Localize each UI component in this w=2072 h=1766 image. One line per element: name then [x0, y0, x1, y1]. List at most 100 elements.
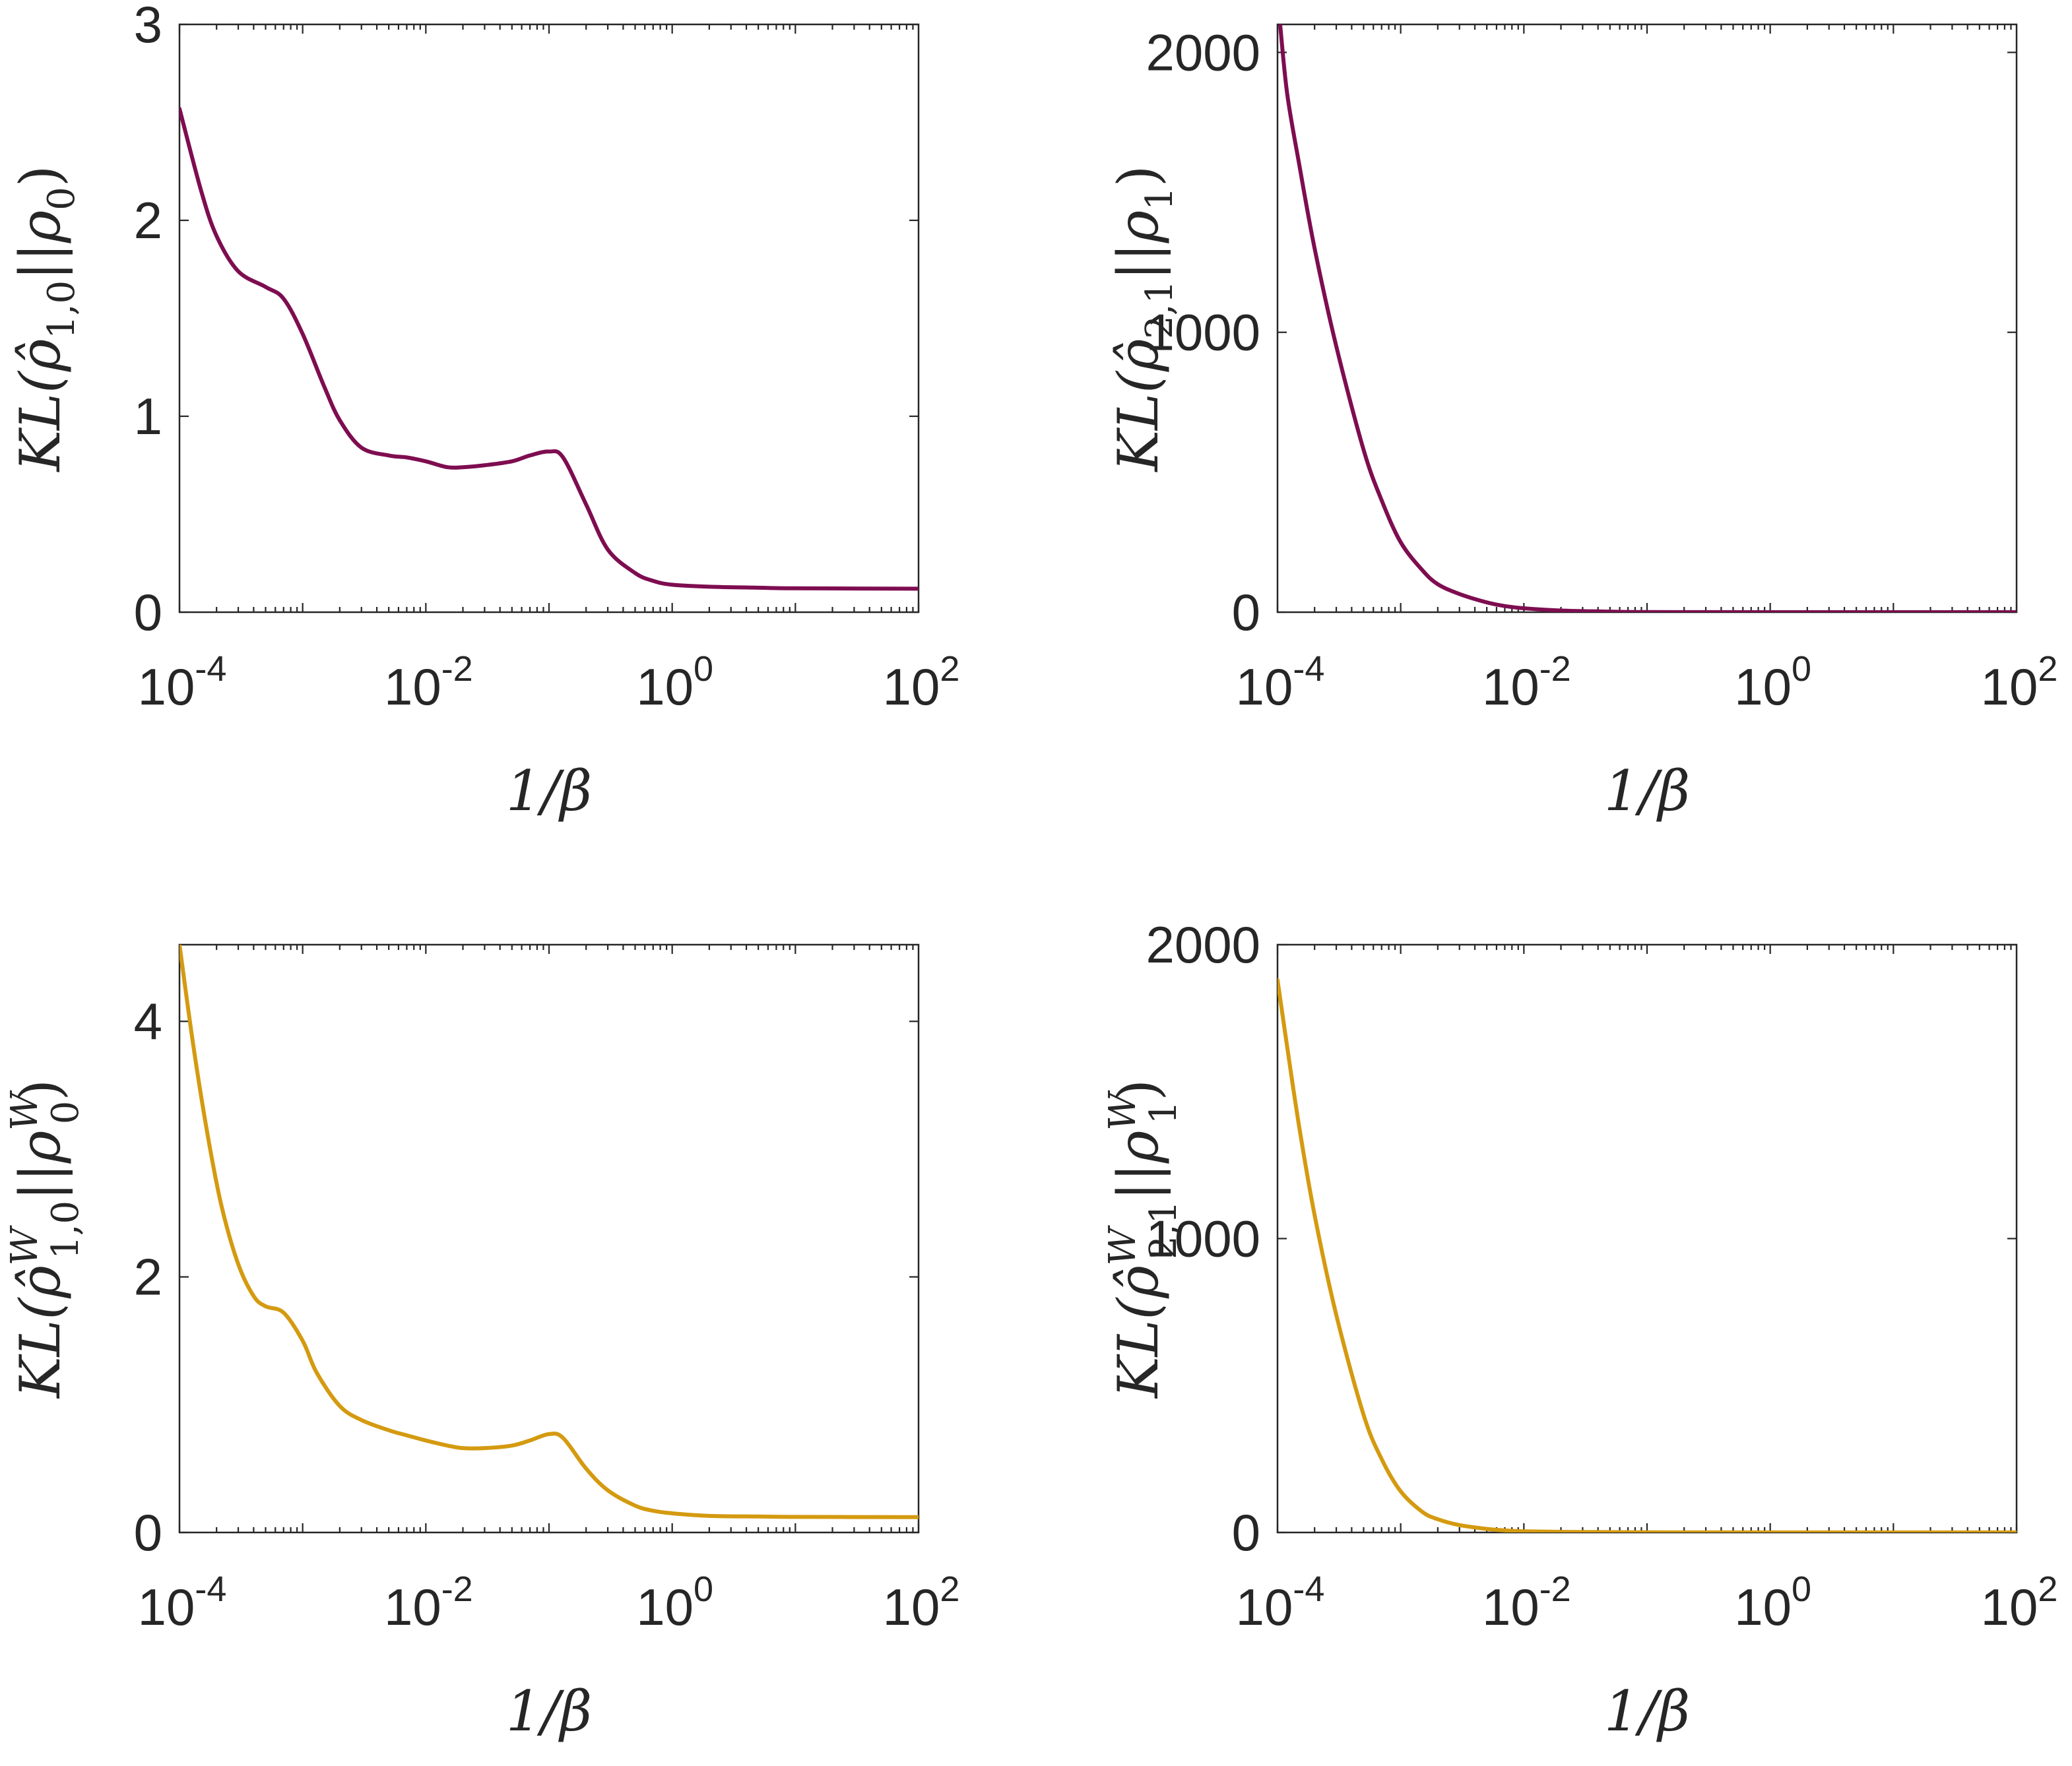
y-title-suffix: ) [1106, 1079, 1171, 1101]
y-title-suffix: ) [1106, 165, 1171, 187]
plot-frame [1276, 943, 2018, 1534]
x-tick-label: 10-2 [384, 1569, 473, 1636]
plot-frame [178, 23, 920, 614]
y-title-sup2: W [1101, 1090, 1144, 1131]
y-axis-title: KL(ρ̂1,0||ρ0) [8, 165, 83, 472]
y-tick-label: 1000 [1146, 1210, 1260, 1268]
series-line [1278, 24, 2017, 612]
y-tick-label: 1 [134, 387, 162, 445]
y-title-sub2: 1 [1142, 1101, 1185, 1125]
y-title-symbol: ρ̂ [8, 1265, 73, 1298]
y-title-symbol: ρ̂ [1106, 339, 1171, 372]
x-tick-base: 10 [1482, 1578, 1539, 1636]
y-tick-label: 0 [1232, 1503, 1260, 1561]
y-title-sub2: 0 [40, 187, 83, 210]
x-tick-base: 10 [138, 658, 195, 716]
y-title-prefix: KL( [8, 370, 73, 473]
x-tick-label: 10-2 [1482, 649, 1571, 716]
x-tick-label: 102 [1981, 649, 2058, 716]
y-tick-label: 1000 [1146, 303, 1260, 362]
y-title-sub: 1,0 [40, 280, 83, 339]
y-tick-label: 2000 [1146, 916, 1260, 974]
x-tick-exponent: 2 [2038, 649, 2057, 689]
y-tick-label: 0 [134, 583, 162, 641]
y-title-sub2: 0 [44, 1101, 87, 1125]
x-tick-exponent: 2 [2038, 1569, 2057, 1609]
x-tick-base: 10 [1482, 658, 1539, 716]
y-title-prefix: KL( [8, 1297, 73, 1400]
x-tick-exponent: 2 [940, 1569, 959, 1609]
y-title-sup2: W [3, 1090, 46, 1131]
x-tick-exponent: -2 [441, 649, 473, 689]
plot-frame [1276, 23, 2018, 614]
x-tick-label: 100 [1734, 649, 1811, 716]
x-tick-label: 10-2 [384, 649, 473, 716]
x-tick-exponent: -4 [195, 1569, 226, 1609]
x-tick-base: 10 [636, 1578, 694, 1636]
x-tick-label: 102 [883, 1569, 960, 1636]
x-tick-exponent: -2 [1539, 1569, 1571, 1609]
x-tick-label: 100 [636, 649, 713, 716]
x-tick-exponent: -2 [1539, 649, 1571, 689]
x-tick-exponent: 0 [694, 649, 713, 689]
y-title-sub: 2,1 [1142, 1201, 1185, 1259]
x-axis-title: 1/β [506, 1679, 592, 1744]
y-title-sup: W [3, 1224, 46, 1265]
x-tick-base: 10 [636, 658, 694, 716]
x-tick-exponent: 0 [1792, 1569, 1811, 1609]
x-tick-base: 10 [883, 1578, 940, 1636]
x-tick-exponent: -2 [441, 1569, 473, 1609]
x-tick-base: 10 [138, 1578, 195, 1636]
y-title-sub2: 1 [1138, 187, 1181, 210]
x-tick-base: 10 [1981, 658, 2038, 716]
y-title-suffix: ) [8, 1079, 73, 1101]
y-title-suffix: ) [8, 165, 73, 187]
x-tick-label: 10-4 [1236, 649, 1325, 716]
x-tick-label: 10-4 [138, 649, 227, 716]
y-tick-label: 4 [134, 992, 162, 1050]
y-title-mid: ||ρ [8, 1131, 73, 1201]
y-title-symbol: ρ̂ [1106, 1265, 1171, 1298]
y-tick-label: 0 [1232, 583, 1260, 641]
y-tick-label: 0 [134, 1503, 162, 1561]
x-tick-label: 10-4 [138, 1569, 227, 1636]
x-tick-base: 10 [883, 658, 940, 716]
x-tick-exponent: 0 [1792, 649, 1811, 689]
x-tick-exponent: 0 [694, 1569, 713, 1609]
y-title-sup: W [1101, 1224, 1144, 1265]
x-tick-base: 10 [1236, 658, 1293, 716]
series-line [179, 945, 919, 1519]
series-line [179, 106, 919, 591]
y-title-mid: ||ρ [1106, 1131, 1171, 1201]
y-tick-label: 2 [134, 1248, 162, 1306]
x-axis-title: 1/β [506, 759, 592, 823]
x-axis-title: 1/β [1604, 759, 1690, 823]
x-tick-label: 102 [1981, 1569, 2058, 1636]
x-tick-base: 10 [384, 658, 441, 716]
series-line [1278, 978, 2017, 1532]
x-tick-exponent: -4 [1293, 1569, 1324, 1609]
x-tick-exponent: 2 [940, 649, 959, 689]
x-tick-base: 10 [1236, 1578, 1293, 1636]
x-tick-label: 10-2 [1482, 1569, 1571, 1636]
y-axis-title: KL(ρ̂W1,0||ρW0) [3, 1079, 87, 1399]
y-title-sub: 2,1 [1138, 280, 1181, 339]
x-tick-base: 10 [384, 1578, 441, 1636]
y-title-sub: 1,0 [44, 1201, 87, 1259]
x-tick-label: 100 [636, 1569, 713, 1636]
x-tick-base: 10 [1734, 1578, 1792, 1636]
y-title-symbol: ρ̂ [8, 339, 73, 372]
y-title-prefix: KL( [1106, 1297, 1171, 1400]
x-tick-base: 10 [1734, 658, 1792, 716]
y-title-prefix: KL( [1106, 370, 1171, 473]
y-tick-label: 2 [134, 191, 162, 249]
x-tick-base: 10 [1981, 1578, 2038, 1636]
x-tick-exponent: -4 [1293, 649, 1324, 689]
plot-frame [178, 943, 920, 1534]
y-axis-title: KL(ρ̂2,1||ρ1) [1106, 165, 1181, 472]
x-tick-label: 102 [883, 649, 960, 716]
